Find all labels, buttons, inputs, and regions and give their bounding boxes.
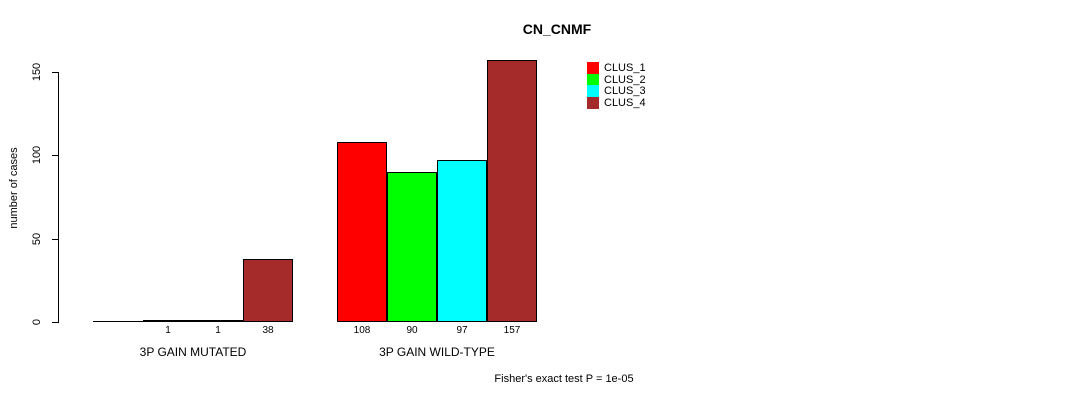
legend-label: CLUS_3 [604,85,646,97]
legend-item-clus_2: CLUS_2 [587,74,646,86]
bar-value-label: 157 [503,325,521,336]
footnote: Fisher's exact test P = 1e-05 [494,373,634,385]
bar-clus_1-group1 [93,321,143,322]
bar-value-label: 97 [456,325,468,336]
bar-clus_3-group1 [193,320,243,322]
bar-clus_1-group2 [337,142,387,322]
legend-swatch-icon [587,85,599,97]
bar-value-label: 90 [406,325,418,336]
y-axis-line [58,72,59,323]
bar-clus_2-group1 [143,320,193,322]
legend-swatch-icon [587,62,599,74]
bar-value-label: 38 [262,325,274,336]
legend-item-clus_3: CLUS_3 [587,85,646,97]
y-axis-tick-mark [52,322,59,323]
legend-item-clus_4: CLUS_4 [587,97,646,109]
legend-label: CLUS_1 [604,62,646,74]
legend-label: CLUS_4 [604,97,646,109]
legend-swatch-icon [587,97,599,109]
bar-clus_3-group2 [437,160,487,322]
legend-swatch-icon [587,74,599,86]
bar-value-label: 108 [353,325,371,336]
y-axis-tick-mark [52,239,59,240]
bar-clus_4-group2 [487,60,537,322]
y-axis-title: number of cases [8,147,20,229]
bar-clus_4-group1 [243,259,293,322]
bar-value-label: 1 [165,325,171,336]
y-axis-tick-mark [52,72,59,73]
y-axis-tick-label: 0 [31,318,43,326]
y-axis-tick-label: 50 [31,232,43,246]
legend-item-clus_1: CLUS_1 [587,62,646,74]
y-axis-tick-label: 150 [31,62,43,82]
legend-label: CLUS_2 [604,74,646,86]
bar-clus_2-group2 [387,172,437,322]
y-axis-tick-mark [52,155,59,156]
bar-value-label: 1 [215,325,221,336]
x-group-label-mutated: 3P GAIN MUTATED [139,345,247,359]
y-axis-tick-label: 100 [31,145,43,165]
chart-title: CN_CNMF [522,21,592,37]
x-group-label-wildtype: 3P GAIN WILD-TYPE [379,345,495,359]
